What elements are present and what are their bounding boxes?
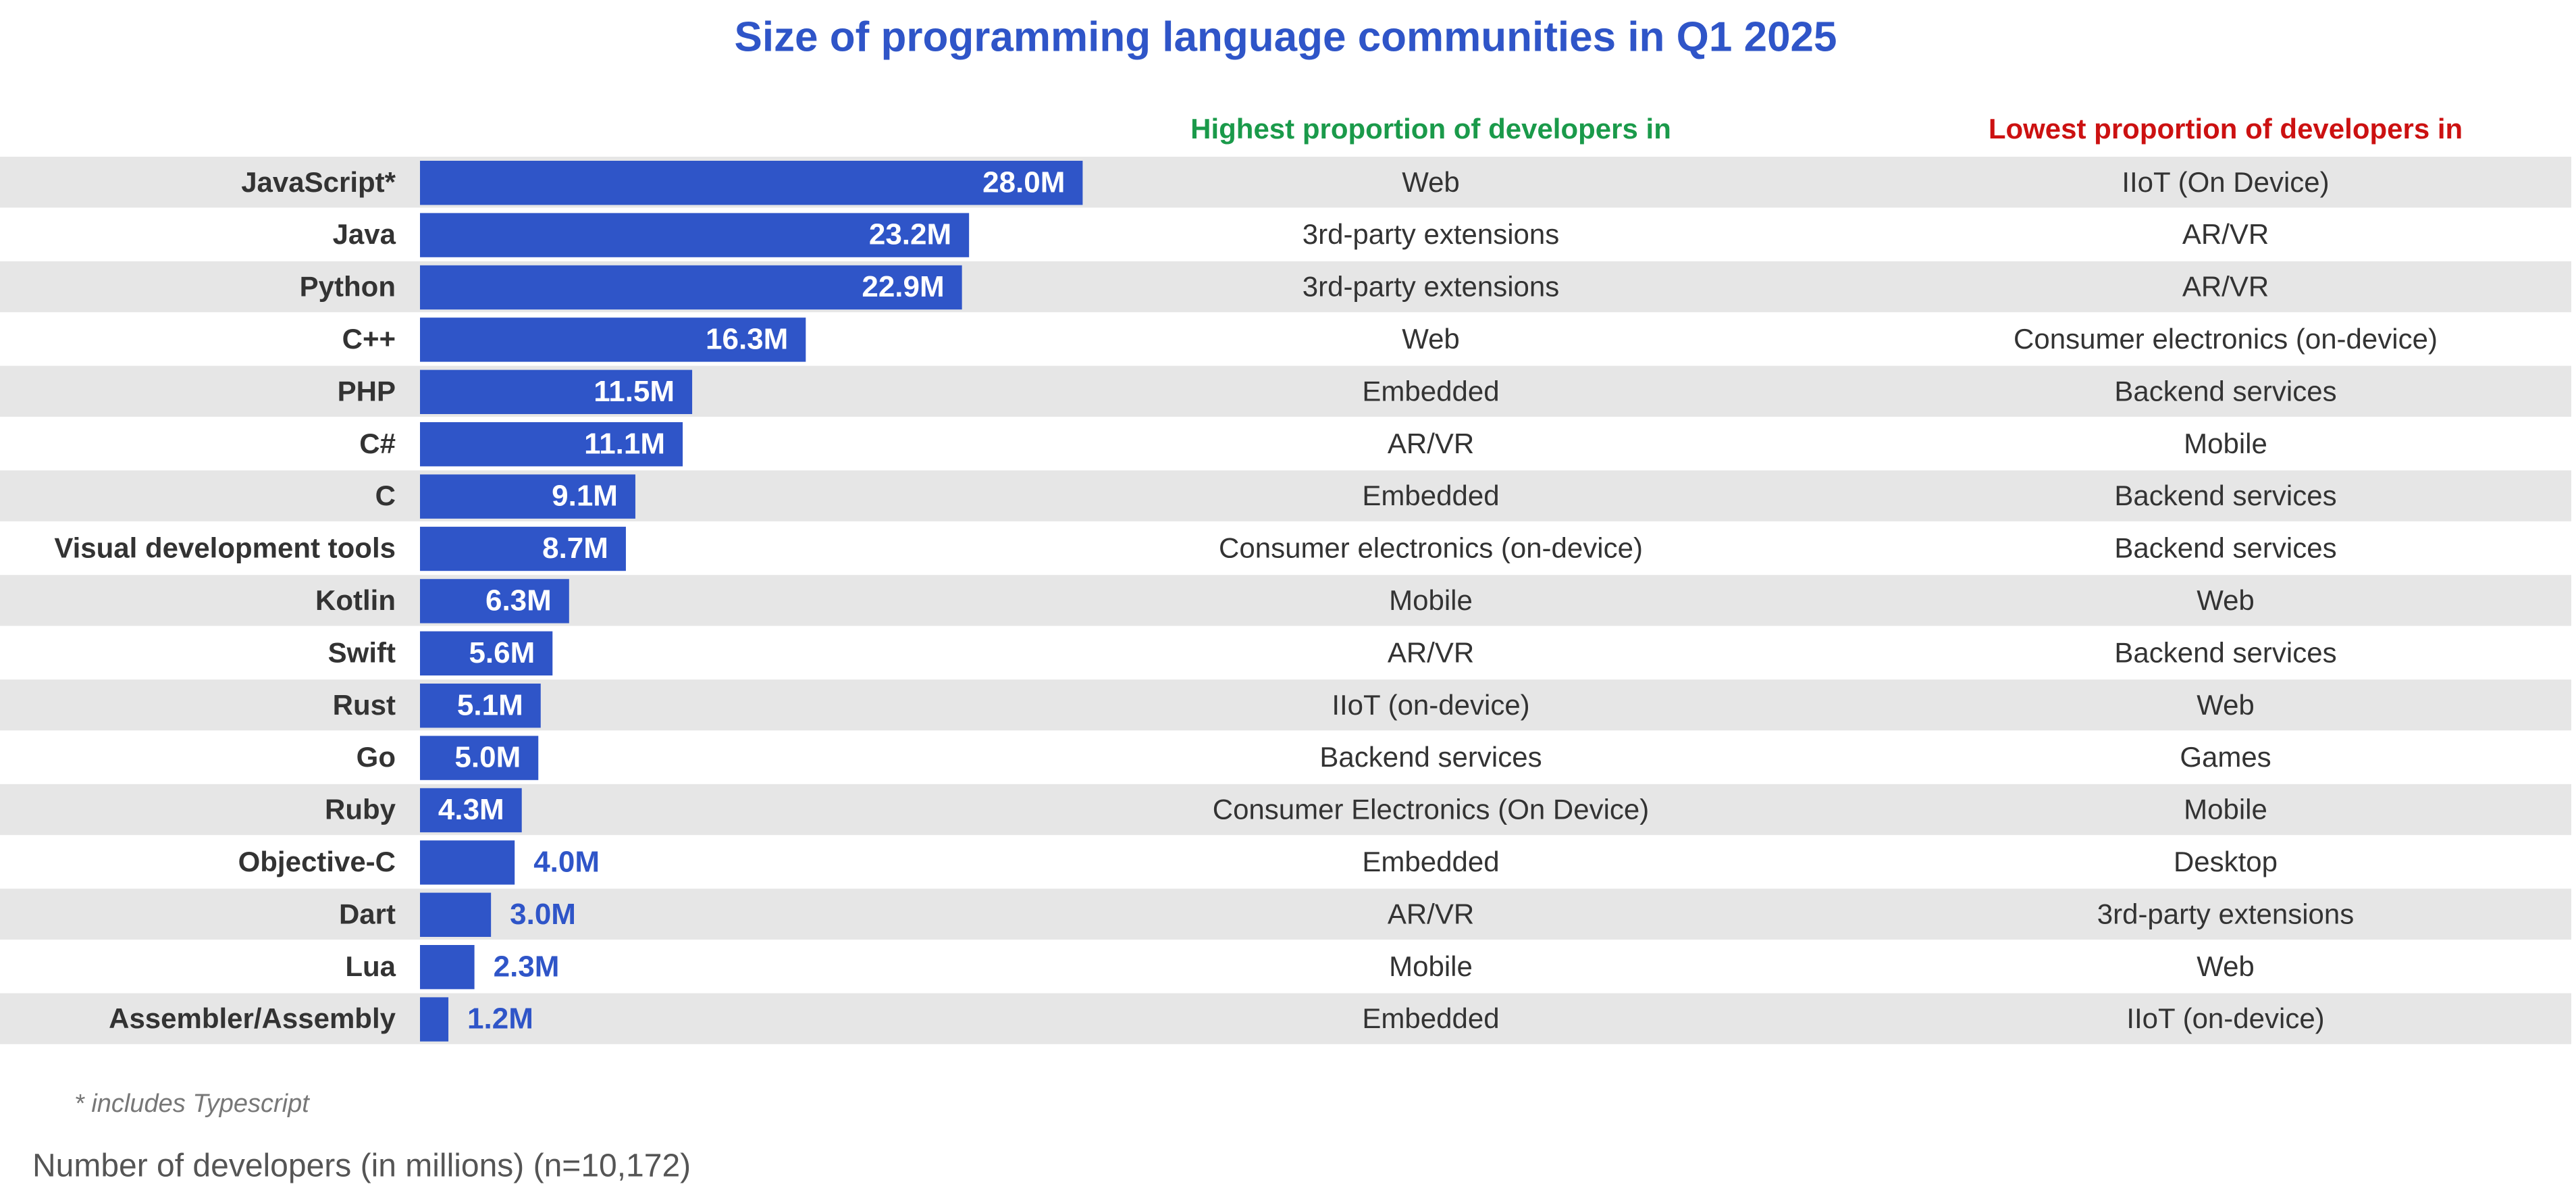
category-label: Objective-C xyxy=(238,846,396,877)
value-label: 11.1M xyxy=(584,427,665,460)
highest-cell: AR/VR xyxy=(1388,898,1474,929)
value-label: 2.3M xyxy=(494,950,560,983)
value-label: 9.1M xyxy=(552,480,618,513)
bar xyxy=(420,631,553,675)
lowest-cell: Mobile xyxy=(2184,794,2267,825)
lowest-cell: Backend services xyxy=(2114,636,2336,668)
highest-cell: AR/VR xyxy=(1388,428,1474,459)
highest-cell: IIoT (on-device) xyxy=(1332,689,1529,721)
category-label: Ruby xyxy=(325,794,396,825)
value-label: 4.3M xyxy=(438,793,504,826)
value-label: 8.7M xyxy=(542,532,608,565)
category-label: Lua xyxy=(345,950,396,982)
x-axis-label: Number of developers (in millions) (n=10… xyxy=(32,1148,691,1184)
bar xyxy=(420,579,569,623)
category-label: Kotlin xyxy=(315,584,396,616)
lowest-cell: IIoT (On Device) xyxy=(2122,166,2329,198)
category-label: Rust xyxy=(333,689,396,721)
category-label: C++ xyxy=(342,323,396,355)
lowest-cell: Mobile xyxy=(2184,428,2267,459)
category-label: C# xyxy=(359,428,396,459)
bar xyxy=(420,736,539,780)
highest-cell: Backend services xyxy=(1319,741,1542,773)
bar xyxy=(420,840,515,885)
highest-cell: Embedded xyxy=(1362,375,1499,407)
category-label: Python xyxy=(300,271,396,303)
value-label: 3.0M xyxy=(510,898,576,931)
value-label: 5.0M xyxy=(454,741,521,774)
category-label: Assembler/Assembly xyxy=(109,1002,396,1034)
column-header: Highest proportion of developers in xyxy=(1190,113,1671,145)
bar xyxy=(420,317,806,362)
lowest-cell: Consumer electronics (on-device) xyxy=(2014,323,2438,355)
value-label: 23.2M xyxy=(869,218,951,251)
lowest-cell: Backend services xyxy=(2114,375,2336,407)
lowest-cell: Games xyxy=(2180,741,2271,773)
bar xyxy=(420,945,475,990)
footnote: * includes Typescript xyxy=(74,1090,310,1118)
bar xyxy=(420,788,522,833)
lowest-cell: Backend services xyxy=(2114,480,2336,511)
lowest-cell: AR/VR xyxy=(2182,218,2269,250)
value-label: 1.2M xyxy=(467,1002,533,1036)
value-label: 6.3M xyxy=(485,584,552,617)
value-label: 5.1M xyxy=(457,688,523,721)
highest-cell: Consumer electronics (on-device) xyxy=(1219,532,1643,564)
lowest-cell: AR/VR xyxy=(2182,271,2269,303)
value-label: 11.5M xyxy=(594,375,675,408)
category-label: JavaScript* xyxy=(241,166,396,198)
value-label: 28.0M xyxy=(982,165,1065,199)
highest-cell: Embedded xyxy=(1362,1002,1499,1034)
highest-cell: 3rd-party extensions xyxy=(1303,271,1560,303)
lowest-cell: Web xyxy=(2197,689,2255,721)
highest-cell: AR/VR xyxy=(1388,636,1474,668)
bar xyxy=(420,213,970,257)
bar xyxy=(420,526,626,571)
category-label: Go xyxy=(357,741,396,773)
category-label: Dart xyxy=(339,898,396,929)
highest-cell: Consumer Electronics (On Device) xyxy=(1213,794,1650,825)
bar xyxy=(420,265,962,310)
highest-cell: Embedded xyxy=(1362,480,1499,511)
bar xyxy=(420,474,635,519)
bar xyxy=(420,892,492,937)
lowest-cell: Backend services xyxy=(2114,532,2336,564)
value-label: 16.3M xyxy=(706,323,788,356)
lowest-cell: Desktop xyxy=(2174,846,2278,877)
bar xyxy=(420,997,449,1042)
highest-cell: Mobile xyxy=(1389,950,1473,982)
lowest-cell: Web xyxy=(2197,584,2255,616)
category-label: PHP xyxy=(338,375,396,407)
bar xyxy=(420,161,1083,205)
lowest-cell: Web xyxy=(2197,950,2255,982)
highest-cell: 3rd-party extensions xyxy=(1303,218,1560,250)
highest-cell: Web xyxy=(1402,166,1460,198)
highest-cell: Embedded xyxy=(1362,846,1499,877)
category-label: Java xyxy=(333,218,396,250)
bar xyxy=(420,684,541,728)
category-label: Visual development tools xyxy=(54,532,396,564)
category-label: C xyxy=(375,480,396,511)
rows: JavaScript* 28.0M Web IIoT (On Device) Java 2… xyxy=(0,157,2571,1044)
chart-title: Size of programming language communities… xyxy=(734,14,1837,60)
value-label: 4.0M xyxy=(533,846,600,879)
value-label: 5.6M xyxy=(469,636,535,669)
highest-cell: Web xyxy=(1402,323,1460,355)
highest-cell: Mobile xyxy=(1389,584,1473,616)
lowest-cell: IIoT (on-device) xyxy=(2126,1002,2324,1034)
column-header: Lowest proportion of developers in xyxy=(1989,113,2463,145)
bar xyxy=(420,422,683,467)
category-label: Swift xyxy=(328,636,396,668)
bar xyxy=(420,369,693,414)
value-label: 22.9M xyxy=(862,270,944,303)
lowest-cell: 3rd-party extensions xyxy=(2097,898,2355,929)
